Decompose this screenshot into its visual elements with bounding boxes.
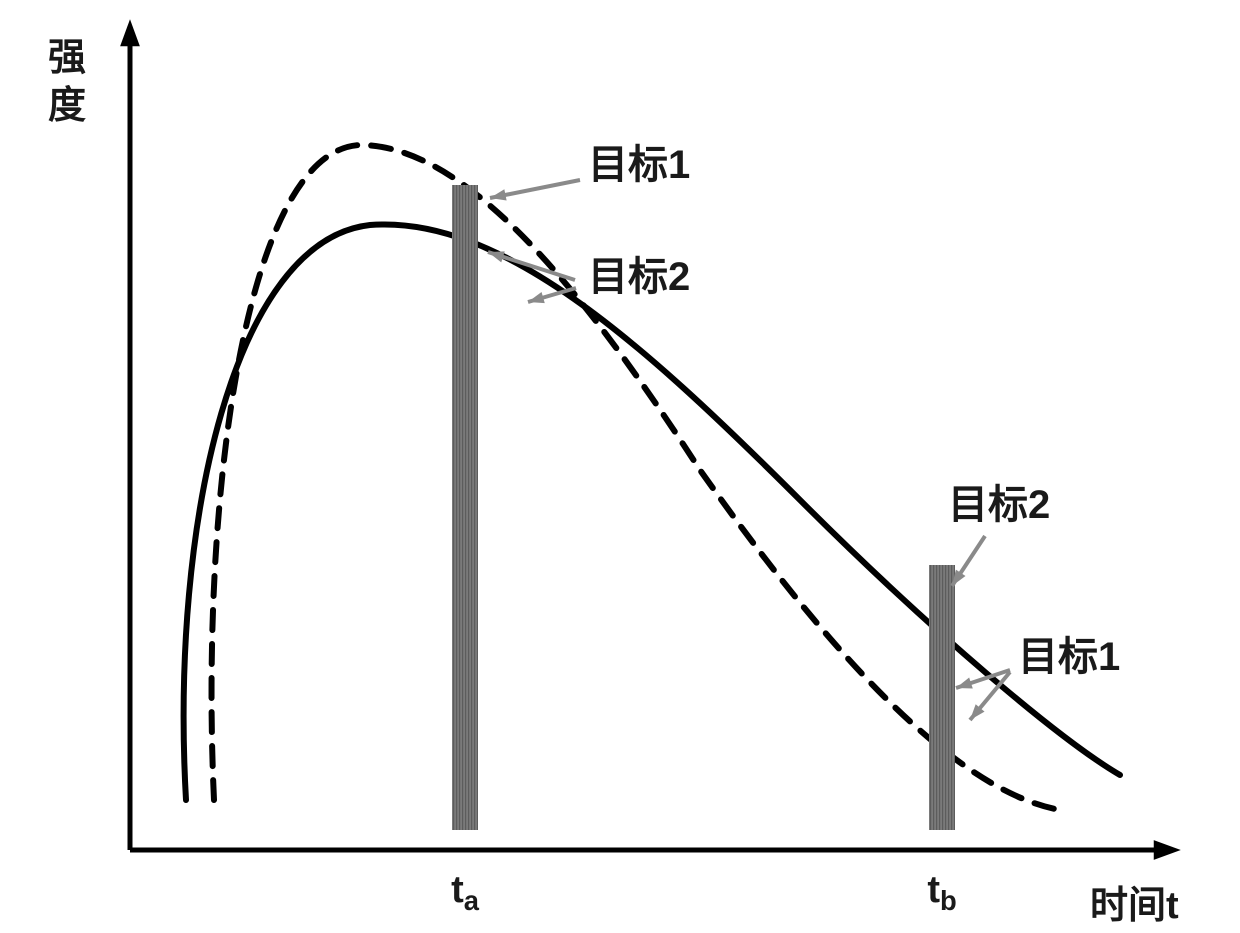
x-axis-label: 时间t [1090,885,1179,927]
y-axis-label: 强 [48,37,86,79]
intensity-time-chart: 强度时间ttatb目标1目标2目标2目标1 [0,0,1240,933]
sample-bar [452,185,478,830]
annotation-label: 目标1 [588,143,690,187]
annotation-label: 目标2 [588,255,690,299]
sample-bar [929,565,955,830]
annotation-label: 目标1 [1018,635,1120,679]
annotation-label: 目标2 [948,483,1050,527]
y-axis-label: 度 [48,85,86,127]
